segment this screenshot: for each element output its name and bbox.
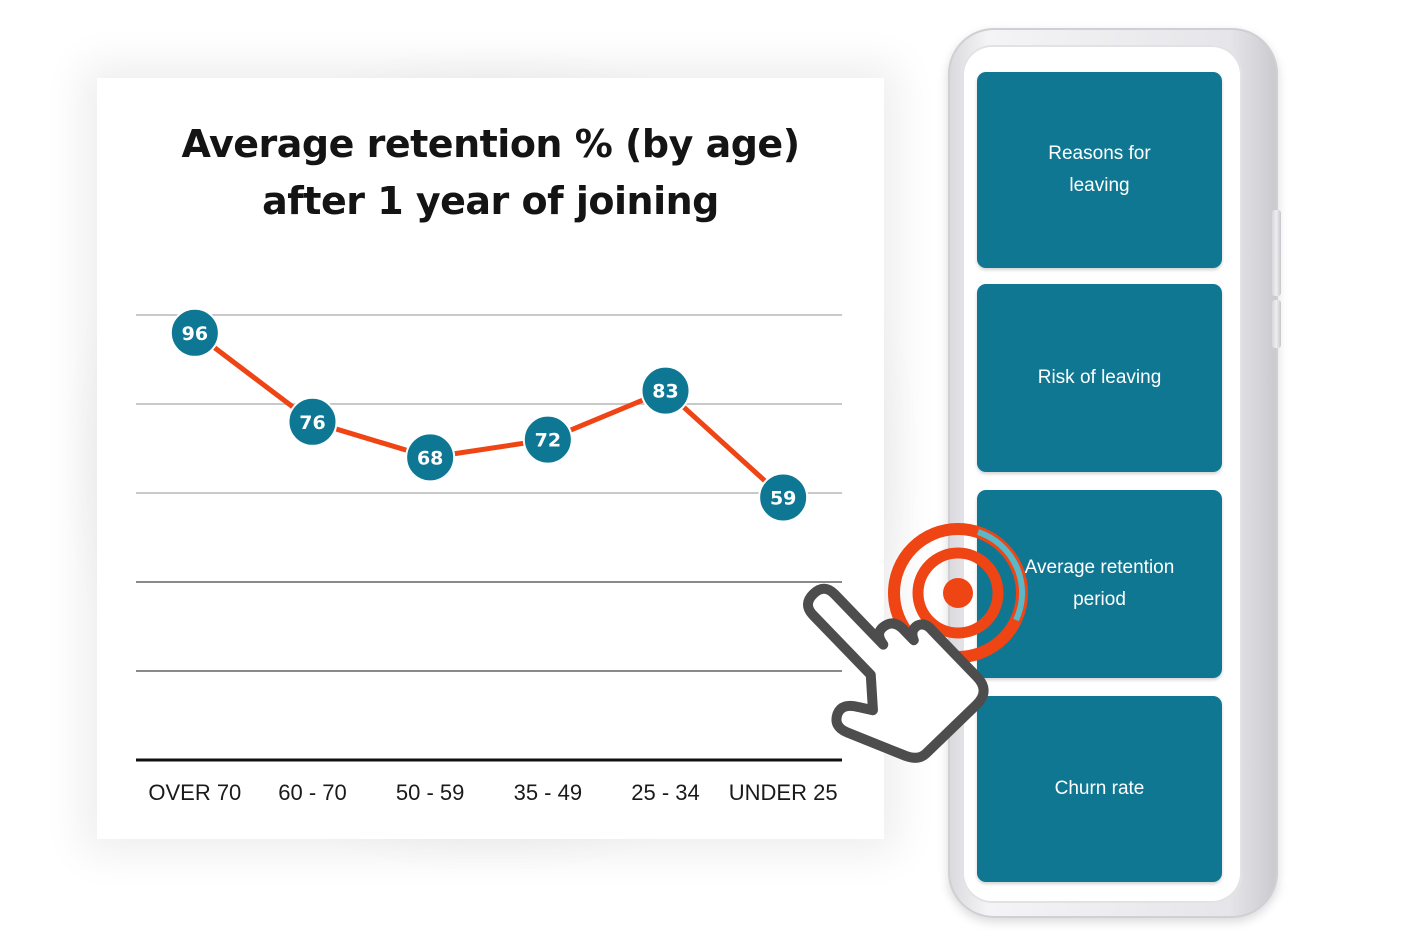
- tile-average-retention-period[interactable]: Average retention period: [977, 490, 1222, 678]
- data-label: 83: [652, 381, 678, 403]
- x-tick-label: 35 - 49: [514, 780, 583, 805]
- data-point: [405, 432, 456, 483]
- line-chart: 96 76 68 72 83 59 OVER 70 60 - 70 50 - 59 35 - 49…: [136, 307, 842, 805]
- data-point: [287, 396, 338, 447]
- tile-label-line: Reasons for: [1048, 143, 1151, 164]
- chart-card: Average retention % (by age) after 1 yea…: [97, 78, 884, 839]
- chart-title-line-1: Average retention % (by age): [181, 122, 800, 166]
- data-point: [522, 414, 573, 465]
- tile-label-line: period: [1073, 589, 1126, 610]
- tile-label-line: Average retention: [1024, 557, 1175, 578]
- phone-side-button-lower: [1272, 300, 1281, 348]
- series-line: [193, 330, 785, 500]
- tile-label-line: leaving: [1069, 175, 1130, 196]
- x-tick-label: OVER 70: [148, 780, 241, 805]
- phone-side-button-upper: [1272, 210, 1281, 296]
- x-tick-label: 50 - 59: [396, 780, 465, 805]
- tile-risk-of-leaving[interactable]: Risk of leaving: [977, 284, 1222, 472]
- data-point: [758, 472, 809, 523]
- data-label: 96: [182, 323, 208, 345]
- data-label: 68: [417, 447, 443, 469]
- x-tick-label: UNDER 25: [729, 780, 838, 805]
- x-tick-label: 60 - 70: [278, 780, 347, 805]
- tile-churn-rate[interactable]: Churn rate: [977, 696, 1222, 882]
- tile-label-line: Churn rate: [1054, 778, 1145, 799]
- chart-title-line-2: after 1 year of joining: [262, 179, 719, 223]
- tile-reasons-for-leaving[interactable]: Reasons for leaving: [977, 72, 1222, 268]
- data-label: 59: [770, 487, 796, 509]
- data-point: [640, 365, 691, 416]
- x-tick-label: 25 - 34: [631, 780, 700, 805]
- data-point: [169, 307, 220, 358]
- tile-label-line: Risk of leaving: [1037, 367, 1162, 388]
- data-label: 72: [535, 430, 561, 452]
- data-label: 76: [299, 412, 325, 434]
